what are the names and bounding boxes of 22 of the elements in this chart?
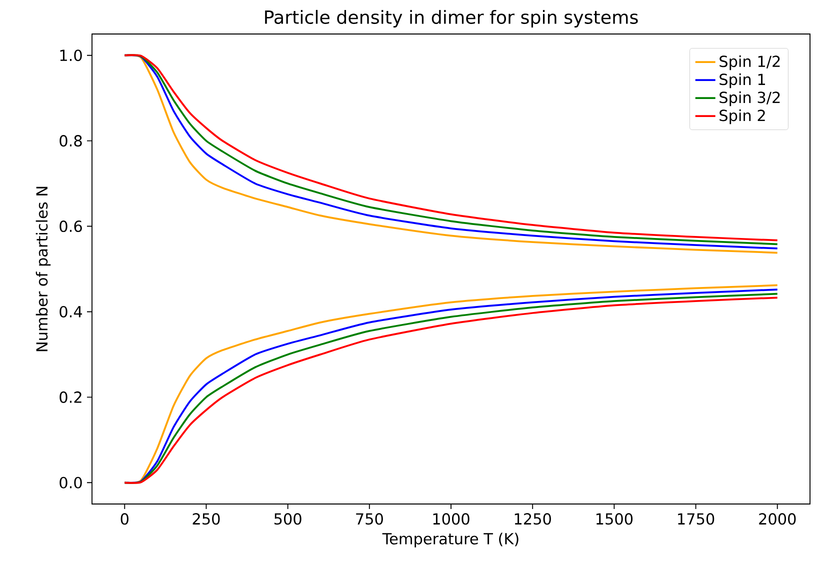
y-tick-label: 0.2 [60,391,82,403]
x-tick-label: 250 [192,513,220,525]
y-tick-label: 0.8 [60,135,82,147]
x-tick-label: 2000 [759,513,796,525]
y-tick-label: 0.4 [60,306,82,318]
x-axis-title: Temperature T (K) [382,532,518,548]
legend-label: Spin 3/2 [720,91,780,106]
x-tick-label: 1500 [596,513,633,525]
y-tick-label: 1.0 [60,50,82,62]
y-axis-title: Number of particles N [36,186,51,352]
x-tick-label: 0 [120,513,128,525]
x-tick-label: 500 [274,513,302,525]
x-tick-label: 1250 [514,513,551,525]
legend-label: Spin 2 [720,109,765,124]
legend-label: Spin 1/2 [720,55,780,70]
chart-title: Particle density in dimer for spin systems [265,10,638,28]
y-tick-label: 0.0 [60,476,82,488]
x-tick-label: 750 [356,513,383,525]
y-tick-label: 0.6 [60,220,82,232]
legend-label: Spin 1 [720,73,765,88]
x-tick-label: 1750 [678,513,714,525]
x-tick-label: 1000 [433,513,470,525]
